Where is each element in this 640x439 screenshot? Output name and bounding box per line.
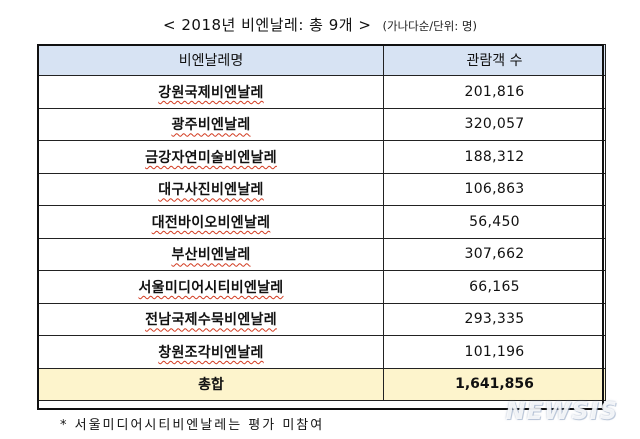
table-row: 대구사진비엔날레 106,863 — [38, 172, 606, 206]
header-visitor-count: 관람객 수 — [383, 44, 606, 76]
cell-visitor-count: 293,335 — [383, 302, 606, 336]
total-row: 총합 1,641,856 — [38, 367, 606, 401]
total-label: 총합 — [38, 367, 384, 401]
title-unit-note: (가나다순/단위: 명) — [382, 19, 477, 33]
cell-visitor-count: 66,165 — [383, 270, 606, 304]
header-biennale-name: 비엔날레명 — [38, 44, 384, 76]
biennale-visitors-table: 비엔날레명 관람객 수 강원국제비엔날레 201,816 광주비엔날레 320,… — [38, 44, 606, 401]
total-visitor-count: 1,641,856 — [383, 367, 606, 401]
cell-biennale-name: 전남국제수묵비엔날레 — [38, 302, 384, 336]
table-row: 창원조각비엔날레 101,196 — [38, 335, 606, 369]
cell-biennale-name: 창원조각비엔날레 — [38, 335, 384, 369]
cell-biennale-name: 대전바이오비엔날레 — [38, 205, 384, 239]
cell-visitor-count: 188,312 — [383, 140, 606, 174]
cell-visitor-count: 101,196 — [383, 335, 606, 369]
cell-visitor-count: 56,450 — [383, 205, 606, 239]
cell-biennale-name: 부산비엔날레 — [38, 237, 384, 271]
table-row: 광주비엔날레 320,057 — [38, 107, 606, 141]
title-main: < 2018년 비엔날레: 총 9개 > — [163, 16, 372, 34]
footnote: * 서울미디어시티비엔날레는 평가 미참여 — [60, 418, 325, 433]
cell-visitor-count: 201,816 — [383, 75, 606, 109]
table-header-row: 비엔날레명 관람객 수 — [38, 44, 606, 76]
cell-biennale-name: 대구사진비엔날레 — [38, 172, 384, 206]
table-row: 대전바이오비엔날레 56,450 — [38, 205, 606, 239]
table-row: 서울미디어시티비엔날레 66,165 — [38, 270, 606, 304]
cell-biennale-name: 서울미디어시티비엔날레 — [38, 270, 384, 304]
table-row: 강원국제비엔날레 201,816 — [38, 75, 606, 109]
table-row: 전남국제수묵비엔날레 293,335 — [38, 302, 606, 336]
cell-biennale-name: 금강자연미술비엔날레 — [38, 140, 384, 174]
cell-visitor-count: 307,662 — [383, 237, 606, 271]
cell-visitor-count: 320,057 — [383, 107, 606, 141]
table-title: < 2018년 비엔날레: 총 9개 > (가나다순/단위: 명) — [0, 14, 640, 35]
news-agency-watermark: NEWSIS — [505, 397, 618, 425]
cell-visitor-count: 106,863 — [383, 172, 606, 206]
cell-biennale-name: 강원국제비엔날레 — [38, 75, 384, 109]
table-row: 부산비엔날레 307,662 — [38, 237, 606, 271]
cell-biennale-name: 광주비엔날레 — [38, 107, 384, 141]
table-row: 금강자연미술비엔날레 188,312 — [38, 140, 606, 174]
